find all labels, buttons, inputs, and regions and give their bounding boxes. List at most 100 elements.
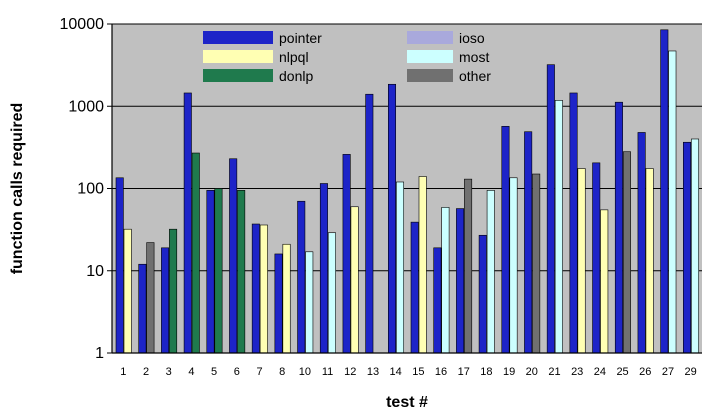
x-tick-label: 24 — [594, 366, 606, 378]
x-tick-label: 25 — [616, 366, 628, 378]
bar-pointer-test-3 — [161, 247, 170, 354]
bar-pointer-test-24 — [592, 162, 601, 354]
bar-nlpql-test-8 — [282, 243, 291, 354]
y-axis-title: function calls required — [9, 103, 26, 275]
bar-pointer-test-10 — [297, 200, 306, 354]
bar-most-test-10 — [305, 251, 314, 354]
bar-most-test-29 — [691, 138, 700, 354]
legend-label-nlpql: nlpql — [279, 49, 309, 65]
bar-pointer-test-8 — [274, 253, 283, 354]
bar-pointer-test-2 — [138, 263, 147, 354]
bar-other-test-20 — [532, 173, 541, 354]
bar-nlpql-test-7 — [259, 224, 268, 354]
x-tick-label: 26 — [639, 366, 651, 378]
y-tick-label: 100 — [77, 181, 104, 198]
x-tick-label: 1 — [120, 366, 126, 378]
bar-donlp-test-4 — [191, 152, 200, 354]
bar-pointer-test-26 — [637, 132, 646, 354]
bar-pointer-test-14 — [388, 83, 397, 354]
bar-most-test-11 — [327, 232, 336, 354]
bar-pointer-test-23 — [569, 92, 578, 354]
x-tick-label: 6 — [234, 366, 240, 378]
x-tick-label: 15 — [412, 366, 424, 378]
bar-pointer-test-11 — [319, 183, 328, 354]
legend-label-pointer: pointer — [279, 30, 322, 46]
x-tick-label: 13 — [367, 366, 379, 378]
x-axis-ticks: 1 2 3 4 5 6 7 8 10 11 12 13 14 15 16 17 18 19 20 21 23 24 25 26… — [120, 366, 696, 378]
legend-swatch-nlpql — [203, 50, 273, 63]
legend-label-other: other — [459, 68, 491, 84]
bar-most-test-14 — [396, 181, 405, 354]
x-tick-label: 2 — [143, 366, 149, 378]
bar-pointer-test-25 — [614, 101, 623, 354]
x-tick-label: 23 — [571, 366, 583, 378]
legend-swatch-most — [407, 50, 453, 63]
bar-most-test-16 — [441, 207, 450, 354]
x-tick-label: 21 — [548, 366, 560, 378]
bar-donlp-test-6 — [237, 190, 246, 354]
bar-nlpql-test-26 — [645, 168, 654, 354]
bar-pointer-test-16 — [433, 247, 442, 354]
x-tick-label: 10 — [299, 366, 311, 378]
legend-label-ioso: ioso — [459, 30, 485, 46]
x-tick-label: 27 — [662, 366, 674, 378]
legend-swatch-other — [407, 69, 453, 82]
bar-pointer-test-7 — [251, 223, 260, 354]
x-tick-label: 4 — [188, 366, 194, 378]
bar-pointer-test-20 — [524, 131, 533, 354]
bar-most-test-19 — [509, 177, 518, 354]
x-tick-label: 11 — [322, 366, 333, 378]
y-tick-label: 1 — [95, 345, 104, 362]
bar-pointer-test-17 — [456, 208, 465, 354]
bar-other-test-2 — [146, 242, 155, 354]
bar-pointer-test-19 — [501, 126, 510, 354]
bar-nlpql-test-1 — [123, 228, 132, 354]
x-tick-label: 5 — [211, 366, 217, 378]
bar-most-test-27 — [668, 50, 677, 354]
x-tick-label: 29 — [685, 366, 697, 378]
bar-nlpql-test-12 — [350, 206, 359, 354]
bar-pointer-test-12 — [342, 154, 351, 354]
bar-other-test-17 — [464, 178, 473, 354]
x-tick-label: 16 — [435, 366, 447, 378]
y-axis-ticks: 1 10 100 1000 10000 — [60, 16, 112, 362]
legend-label-donlp: donlp — [279, 68, 313, 84]
y-tick-label: 10 — [86, 263, 104, 280]
x-tick-label: 19 — [503, 366, 515, 378]
bar-pointer-test-5 — [206, 190, 215, 354]
bar-pointer-test-1 — [115, 177, 124, 354]
x-tick-label: 18 — [480, 366, 492, 378]
bar-pointer-test-4 — [183, 92, 192, 354]
x-tick-label: 12 — [344, 366, 356, 378]
legend-swatch-donlp — [203, 69, 273, 82]
bar-nlpql-test-15 — [418, 176, 427, 354]
legend-swatch-pointer — [203, 31, 273, 44]
bar-pointer-test-13 — [365, 93, 374, 354]
bar-pointer-test-21 — [546, 64, 555, 354]
bar-pointer-test-15 — [410, 221, 419, 354]
x-tick-label: 7 — [256, 366, 262, 378]
x-tick-label: 20 — [526, 366, 538, 378]
y-tick-label: 1000 — [68, 98, 104, 115]
bar-other-test-25 — [622, 151, 631, 354]
x-axis-title: test # — [386, 394, 428, 411]
legend: pointer nlpql donlp ioso most other — [203, 30, 491, 84]
legend-label-most: most — [459, 49, 489, 65]
legend-swatch-ioso — [407, 31, 453, 44]
x-tick-label: 14 — [390, 366, 402, 378]
bar-most-test-21 — [554, 100, 563, 354]
x-tick-label: 8 — [279, 366, 285, 378]
bar-nlpql-test-24 — [600, 209, 609, 354]
bar-donlp-test-3 — [169, 228, 178, 354]
bar-nlpql-test-23 — [577, 168, 586, 354]
x-tick-label: 3 — [166, 366, 172, 378]
bar-pointer-test-27 — [660, 29, 669, 354]
bar-donlp-test-5 — [214, 188, 223, 354]
bar-pointer-test-29 — [683, 141, 692, 354]
bar-pointer-test-18 — [478, 234, 487, 354]
bar-most-test-18 — [486, 190, 495, 354]
y-tick-label: 10000 — [60, 16, 105, 33]
x-tick-label: 17 — [458, 366, 470, 378]
bar-pointer-test-6 — [229, 158, 238, 354]
